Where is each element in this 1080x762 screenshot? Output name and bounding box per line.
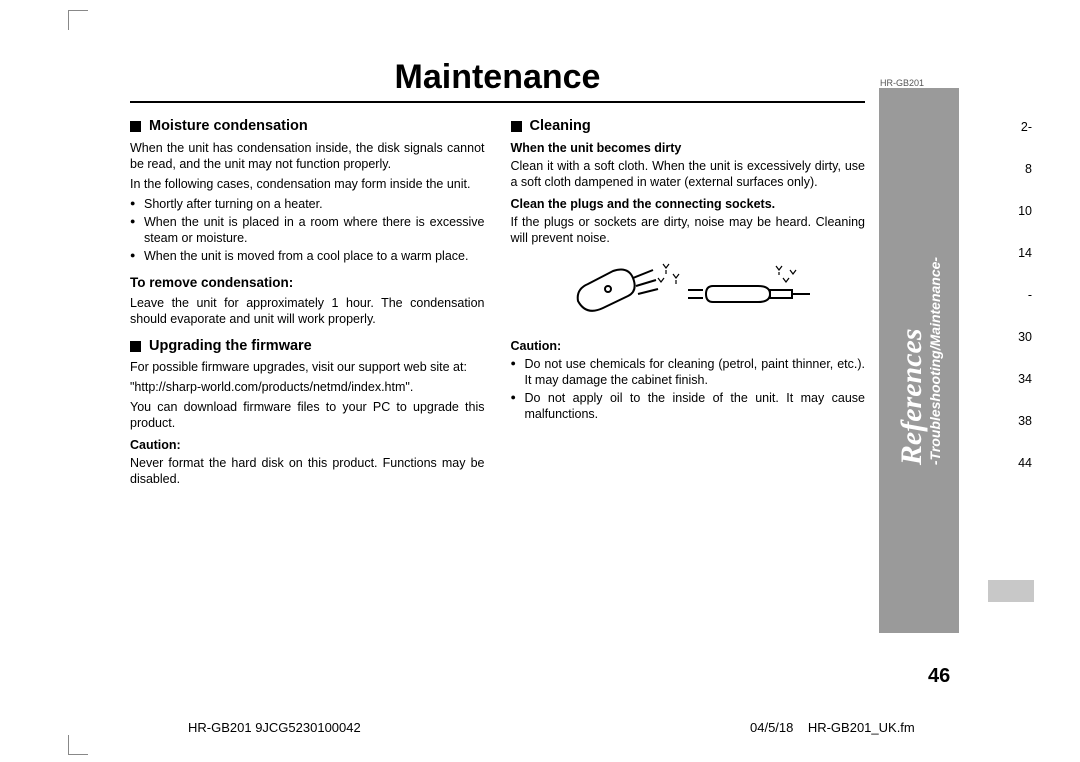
footer-date: 04/5/18 [750, 720, 793, 735]
side-tab: References -Troubleshooting/Maintenance- [879, 88, 959, 633]
plug-svg-icon [558, 256, 818, 326]
footer-filename: HR-GB201_UK.fm [808, 720, 915, 735]
side-tab-main: References [895, 328, 928, 465]
page-title: Maintenance [130, 58, 865, 97]
right-column: Cleaning When the unit becomes dirty Cle… [511, 117, 866, 491]
section-cleaning: Cleaning [511, 117, 866, 136]
index-item: 8 [992, 162, 1032, 176]
model-code-label: HR-GB201 [880, 78, 924, 88]
index-item: - [992, 288, 1032, 302]
bullet-list: Shortly after turning on a heater. When … [130, 196, 485, 264]
body-text: Clean it with a soft cloth. When the uni… [511, 158, 866, 190]
square-bullet-icon [511, 121, 522, 132]
footer-left: HR-GB201 9JCG5230100042 [188, 720, 361, 735]
page-index-strip: 2- 8 10 14 - 30 34 38 44 [992, 120, 1032, 498]
left-column: Moisture condensation When the unit has … [130, 117, 485, 491]
list-item: When the unit is placed in a room where … [130, 214, 485, 246]
caution-label: Caution: [130, 437, 485, 453]
section-moisture: Moisture condensation [130, 117, 485, 136]
current-page-highlight [988, 580, 1034, 602]
square-bullet-icon [130, 341, 141, 352]
index-item: 30 [992, 330, 1032, 344]
index-item: 44 [992, 456, 1032, 470]
body-text: Never format the hard disk on this produ… [130, 455, 485, 487]
section-heading: Cleaning [530, 117, 591, 136]
section-firmware: Upgrading the firmware [130, 337, 485, 356]
list-item: When the unit is moved from a cool place… [130, 248, 485, 264]
list-item: Shortly after turning on a heater. [130, 196, 485, 212]
body-text: If the plugs or sockets are dirty, noise… [511, 214, 866, 246]
index-item: 2- [992, 120, 1032, 134]
side-tab-sub: -Troubleshooting/Maintenance- [927, 256, 943, 464]
section-heading: Upgrading the firmware [149, 337, 312, 356]
sub-heading: When the unit becomes dirty [511, 140, 866, 156]
body-text: "http://sharp-world.com/products/netmd/i… [130, 379, 485, 395]
footer-right: 04/5/18 HR-GB201_UK.fm [750, 720, 915, 735]
sub-heading: Clean the plugs and the connecting socke… [511, 196, 866, 212]
index-item: 10 [992, 204, 1032, 218]
title-rule [130, 101, 865, 103]
list-item: Do not use chemicals for cleaning (petro… [511, 356, 866, 388]
crop-mark-bottom [68, 735, 88, 755]
body-text: For possible firmware upgrades, visit ou… [130, 359, 485, 375]
index-item: 34 [992, 372, 1032, 386]
caution-label: Caution: [511, 338, 866, 354]
bullet-list: Do not use chemicals for cleaning (petro… [511, 356, 866, 422]
list-item: Do not apply oil to the inside of the un… [511, 390, 866, 422]
body-text: In the following cases, condensation may… [130, 176, 485, 192]
index-item: 38 [992, 414, 1032, 428]
index-item: 14 [992, 246, 1032, 260]
body-text: You can download firmware files to your … [130, 399, 485, 431]
crop-mark-top [68, 10, 88, 30]
two-column-layout: Moisture condensation When the unit has … [130, 117, 865, 491]
subsection-remove-condensation: To remove condensation: [130, 274, 485, 291]
body-text: When the unit has condensation inside, t… [130, 140, 485, 172]
section-heading: Moisture condensation [149, 117, 308, 136]
body-text: Leave the unit for approximately 1 hour.… [130, 295, 485, 327]
square-bullet-icon [130, 121, 141, 132]
page-number: 46 [928, 665, 950, 688]
side-tab-text: References -Troubleshooting/Maintenance- [895, 256, 943, 464]
plug-illustration [511, 256, 866, 330]
content-area: Maintenance Moisture condensation When t… [130, 58, 865, 491]
